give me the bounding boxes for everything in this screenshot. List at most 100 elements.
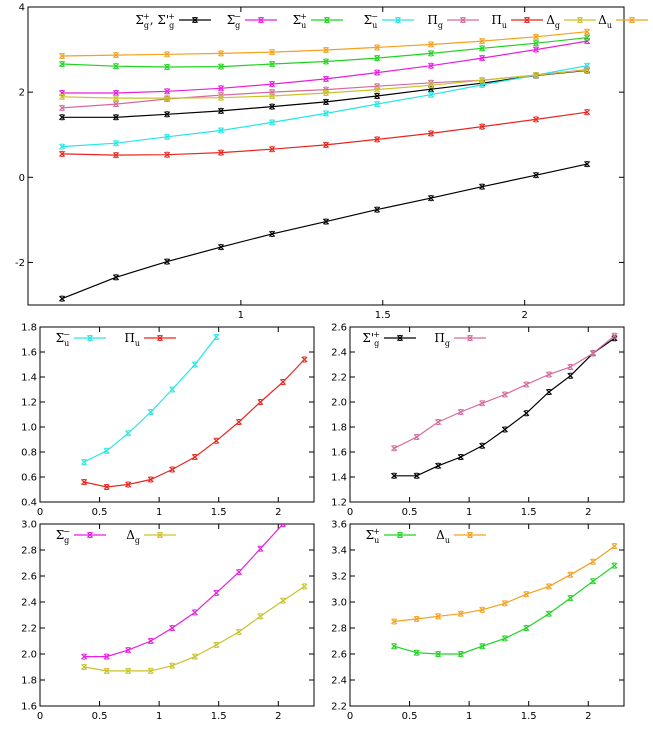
x-tick-label: 2	[275, 711, 281, 722]
point-stroke	[147, 476, 154, 483]
x-tick-label: 1.5	[521, 711, 537, 722]
point-stroke	[59, 143, 66, 150]
legend-marker	[156, 531, 164, 539]
point-stroke	[164, 151, 171, 158]
point-stroke	[523, 624, 530, 632]
point-stroke	[213, 333, 220, 341]
point-stroke	[611, 562, 618, 569]
y-tick-label: 2.8	[21, 546, 37, 557]
legend-label: Δg	[126, 528, 140, 545]
x-tick-label: 1.5	[211, 711, 227, 722]
data-point	[479, 400, 486, 407]
point-stroke	[427, 62, 435, 69]
data-point	[269, 61, 276, 68]
legend-entry: Δu	[598, 13, 648, 30]
data-point	[269, 81, 276, 88]
legend-entry: Δg	[126, 528, 176, 545]
x-tick-label: 0	[37, 507, 43, 518]
point-stroke	[479, 38, 486, 45]
point-stroke	[269, 230, 276, 237]
data-point	[217, 63, 225, 70]
point-stroke	[269, 103, 276, 110]
legend-entry: Σu+	[366, 527, 416, 545]
point-stroke	[457, 453, 464, 461]
point-stroke	[323, 16, 331, 24]
legend-entry: Σu−	[364, 12, 414, 30]
data-point	[611, 562, 618, 569]
point-stroke	[396, 334, 404, 342]
data-point	[169, 386, 176, 393]
main-panel: 1 1.5 2 4 2 0 -2 Σg+, Σ'g+ Σg− Σu+ Σu− Πg Πu Δg Δu	[15, 3, 648, 321]
data-point	[479, 606, 486, 613]
point-stroke	[269, 81, 276, 88]
data-point	[169, 662, 176, 669]
series-line	[394, 545, 615, 623]
point-stroke	[374, 86, 381, 93]
data-point	[191, 609, 198, 616]
x-tick-label: 1.5	[521, 507, 537, 518]
point-stroke	[191, 653, 198, 660]
data-point	[611, 332, 618, 339]
data-point	[103, 447, 110, 454]
point-stroke	[269, 92, 276, 99]
point-stroke	[59, 61, 66, 68]
point-stroke	[611, 543, 618, 550]
y-tick-label: 0.8	[21, 448, 37, 459]
data-point	[523, 591, 530, 598]
point-stroke	[322, 98, 330, 105]
data-point	[374, 92, 381, 99]
x-tick-label: 2	[585, 711, 591, 722]
data-point	[269, 49, 276, 56]
legend-label: Σg−	[56, 527, 70, 545]
data-point	[125, 667, 132, 674]
data-point	[235, 628, 242, 635]
point-stroke	[576, 16, 584, 24]
data-point	[523, 410, 530, 417]
x-tick-label: 1	[156, 507, 162, 518]
point-stroke	[501, 600, 508, 607]
legend-marker	[466, 334, 474, 342]
data-point	[435, 613, 442, 620]
data-point	[374, 69, 381, 76]
point-stroke	[301, 356, 308, 363]
legend-label: Σg+, Σ'g+	[135, 12, 175, 30]
point-stroke	[427, 91, 435, 98]
y-tick-label: 2.2	[331, 373, 347, 384]
x-tick-label: 2	[521, 310, 527, 321]
data-point	[217, 85, 225, 92]
data-point	[322, 98, 330, 105]
data-point	[191, 653, 198, 660]
point-stroke	[523, 381, 530, 388]
point-stroke	[86, 531, 94, 539]
point-stroke	[479, 55, 486, 62]
point-stroke	[257, 398, 264, 406]
data-point	[413, 649, 420, 656]
point-stroke	[112, 274, 120, 281]
point-stroke	[545, 388, 552, 396]
data-point	[280, 524, 287, 528]
point-stroke	[457, 610, 464, 617]
point-stroke	[413, 433, 420, 441]
point-stroke	[322, 89, 330, 97]
data-point	[374, 44, 381, 51]
data-point	[112, 63, 120, 70]
legend-marker	[576, 16, 584, 24]
data-point	[81, 663, 88, 671]
point-stroke	[169, 624, 176, 632]
legend-entry: Πu	[491, 13, 543, 30]
point-stroke	[217, 149, 225, 156]
point-stroke	[59, 52, 66, 59]
series-magenta	[59, 38, 591, 97]
data-point	[322, 141, 330, 148]
panel-sigma-u-plus-delta-u: 0 0.5 1 1.5 2 3.6 3.4 3.2 3.0 2.8 2.6 2.4 2.2 Σu+ Δu	[331, 520, 625, 722]
data-point	[191, 361, 198, 368]
point-stroke	[391, 445, 398, 452]
point-stroke	[584, 28, 591, 35]
point-stroke	[235, 418, 242, 426]
data-point	[479, 442, 486, 449]
point-stroke	[59, 295, 66, 302]
data-point	[501, 391, 508, 398]
data-point	[213, 333, 220, 341]
point-stroke	[427, 82, 435, 89]
data-point	[532, 72, 540, 79]
